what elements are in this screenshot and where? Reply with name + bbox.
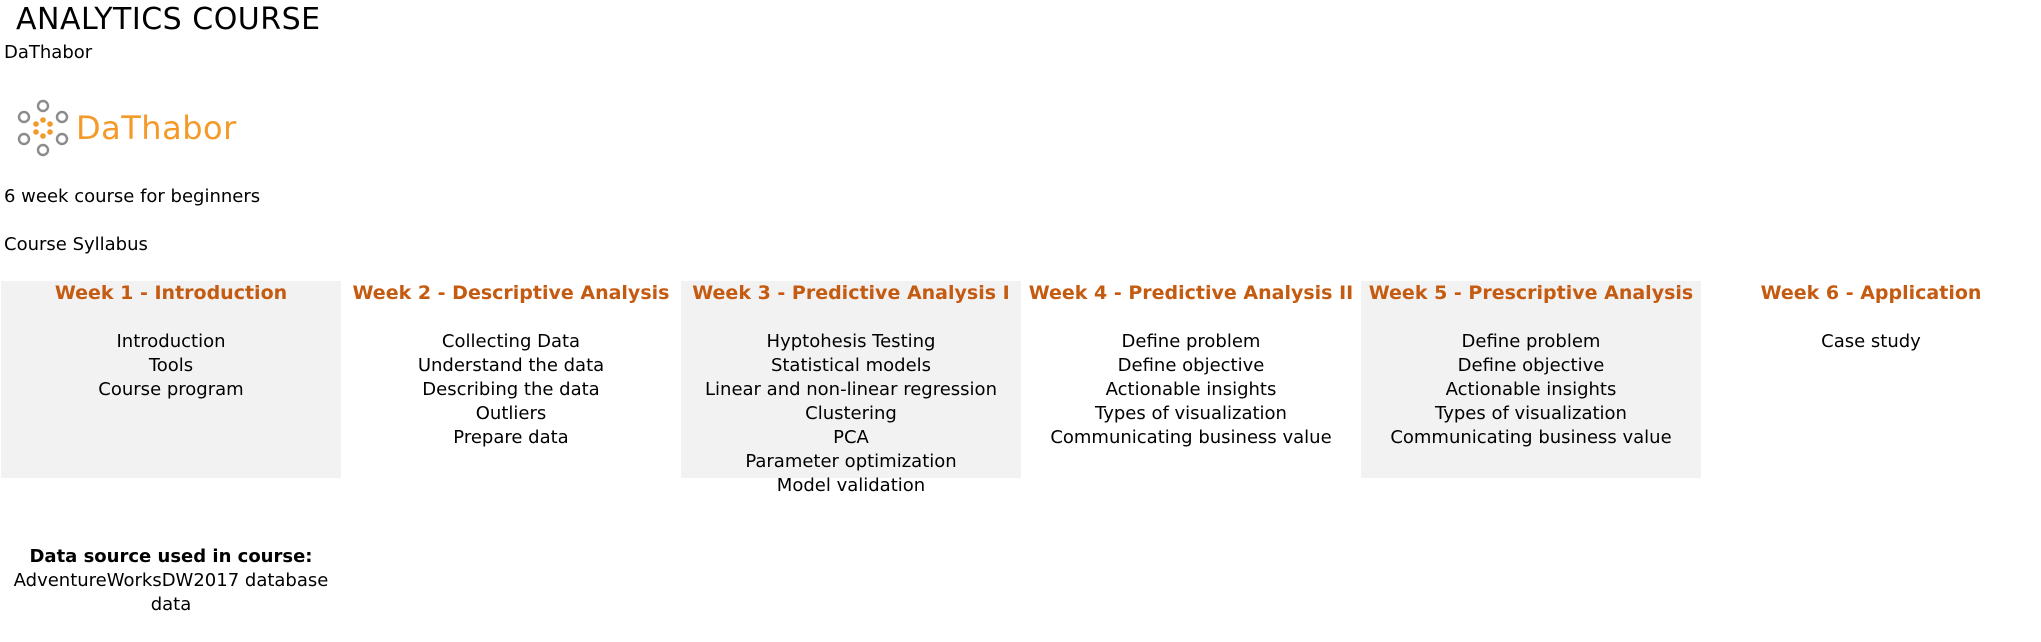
logo-text: DaThabor [76,109,237,147]
topic-item: Parameter optimization [745,451,957,472]
course-description: 6 week course for beginners [4,186,261,207]
dathabor-logo-icon [17,99,69,157]
week-topics: Hyptohesis Testing Statistical models Li… [681,306,1021,496]
topic-item: Collecting Data [441,331,581,352]
topic-item: Describing the data [422,379,600,400]
topic-item: Communicating business value [1050,427,1332,448]
topic-item: Course program [98,379,244,400]
topic-item: Communicating business value [1390,427,1672,448]
topic-item: Tools [148,355,194,376]
week-heading: Week 3 - Predictive Analysis I [692,282,1010,304]
topic-item: PCA [833,427,869,448]
topic-item: Outliers [475,403,547,424]
week-topics: Case study [1701,306,2041,478]
week-heading: Week 6 - Application [1760,282,1982,304]
topic-item: Define objective [1117,355,1265,376]
topic-item: Actionable insights [1445,379,1617,400]
data-source-line: AdventureWorksDW2017 database [13,570,329,591]
topic-item: Model validation [776,475,926,496]
topic-item: Statistical models [770,355,932,376]
week-heading: Week 5 - Prescriptive Analysis [1368,282,1694,304]
week-column-2: Week 2 - Descriptive Analysis Collecting… [341,281,681,478]
data-source-block: Data source used in course: AdventureWor… [1,545,341,617]
topic-item: Define problem [1121,331,1261,352]
topic-item: Case study [1821,331,1921,352]
topic-item: Actionable insights [1105,379,1277,400]
topic-item: Understand the data [417,355,605,376]
topic-item: Clustering [805,403,897,424]
week-column-3: Week 3 - Predictive Analysis I Hyptohesi… [681,281,1021,496]
week-column-5: Week 5 - Prescriptive Analysis Define pr… [1361,281,1701,478]
week-column-6: Week 6 - Application Case study [1701,281,2041,478]
topic-item: Define objective [1457,355,1605,376]
page-title: ANALYTICS COURSE [16,2,321,37]
week-column-1: Week 1 - Introduction Introduction Tools… [1,281,341,478]
week-topics: Define problem Define objective Actionab… [1021,306,1361,478]
topic-item: Prepare data [453,427,569,448]
topic-item: Define problem [1461,331,1601,352]
week-topics: Define problem Define objective Actionab… [1361,306,1701,478]
company-logo: DaThabor [16,98,237,158]
page-subtitle: DaThabor [4,42,93,63]
week-column-4: Week 4 - Predictive Analysis II Define p… [1021,281,1361,478]
syllabus-table: Week 1 - Introduction Introduction Tools… [1,281,2041,496]
topic-item: Introduction [116,331,226,352]
week-topics: Collecting Data Understand the data Desc… [341,306,681,478]
topic-item: Hyptohesis Testing [766,331,936,352]
week-heading: Week 1 - Introduction [54,282,288,304]
week-topics: Introduction Tools Course program [1,306,341,478]
topic-item: Linear and non-linear regression [705,379,997,400]
topic-item: Types of visualization [1095,403,1287,424]
data-source-label: Data source used in course: [29,546,313,567]
week-heading: Week 4 - Predictive Analysis II [1028,282,1354,304]
topic-item: Types of visualization [1435,403,1627,424]
data-source-line: data [150,594,192,615]
week-heading: Week 2 - Descriptive Analysis [352,282,670,304]
syllabus-label: Course Syllabus [4,234,148,255]
